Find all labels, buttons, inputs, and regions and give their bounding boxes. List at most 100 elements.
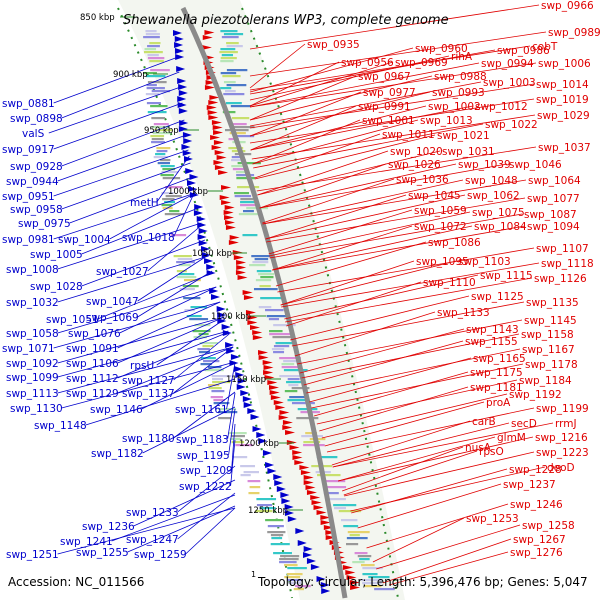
gene-label-left: swp_1255 [76, 547, 129, 559]
track-boundary-outer [241, 7, 399, 599]
gene-label-right: swp_1011 [382, 129, 435, 141]
gene-label-right: swp_1223 [536, 447, 589, 459]
gene-label-right: swp_1022 [485, 119, 538, 131]
gene-label-right: swp_1045 [408, 190, 461, 202]
genome-summary: Topology: circular; Length: 5,396,476 bp… [257, 575, 588, 589]
gene-label-left: swp_0917 [2, 144, 55, 156]
gene-label-left: swp_1099 [6, 372, 59, 384]
feature-track-band [118, 0, 405, 600]
gene-label-right: swp_0988 [434, 71, 487, 83]
gene-label-left: swp_1148 [34, 420, 87, 432]
gene-label-left: swp_1051 [46, 314, 99, 326]
gene-label-right: swp_1031 [442, 146, 495, 158]
gene-label-right: swp_1133 [437, 307, 490, 319]
gene-label-left: swp_1032 [6, 297, 59, 309]
gene-label-left: swp_1058 [6, 328, 59, 340]
gene-label-left: swp_1005 [30, 249, 83, 261]
gene-label-left: swp_0958 [10, 204, 63, 216]
gene-label-right: swp_1087 [524, 209, 577, 221]
gene-label-left: swp_1076 [68, 328, 121, 340]
gene-label-left: swp_0975 [18, 218, 71, 230]
right-gene-labels: swp_0966 swp_0989 swp_0935 swp_0960 cobT rihA… [307, 0, 600, 559]
gene-label-left: swp_1137 [122, 388, 175, 400]
gene-label-right: swp_0989 [548, 27, 600, 39]
gene-label-right: carB [472, 416, 496, 428]
kbp-tick-label: 950 kbp [144, 126, 179, 136]
gene-label-right: rpsO [479, 446, 504, 458]
gene-label-right: glmM [497, 432, 526, 444]
gene-label-left: swp_1004 [58, 234, 111, 246]
gene-label-left: swp_1112 [66, 373, 119, 385]
gene-label-right: nusA [465, 442, 492, 454]
gene-label-left: rpsU [130, 360, 154, 372]
gene-label-left: swp_1251 [6, 549, 59, 561]
gene-label-left: swp_0951 [2, 191, 55, 203]
gene-label-right: swp_1072 [414, 221, 467, 233]
gene-label-left: swp_1028 [30, 281, 83, 293]
gene-label-right: swp_1014 [536, 79, 589, 91]
gene-label-left: swp_1161 [175, 404, 228, 416]
gene-label-right: swp_0967 [358, 71, 411, 83]
gene-label-right: swp_1267 [513, 534, 566, 546]
gene-label-right: swp_1107 [536, 243, 589, 255]
gene-label-left: swp_0944 [6, 176, 59, 188]
gene-label-right: swp_1021 [437, 130, 490, 142]
gene-label-left: swp_1071 [2, 343, 55, 355]
gene-label-right: swp_1143 [466, 324, 519, 336]
gene-label-right: swp_1178 [525, 359, 578, 371]
gene-label-right: swp_0993 [432, 87, 485, 99]
accession-label: Accession: NC_011566 [8, 575, 144, 589]
gene-label-right: swp_1013 [420, 115, 473, 127]
gene-label-left: swp_1180 [122, 433, 175, 445]
gene-label-right: swp_1039 [458, 159, 511, 171]
gene-label-right: deoD [547, 462, 575, 474]
gene-label-right: swp_1125 [471, 291, 524, 303]
gene-label-right: swp_0994 [481, 58, 534, 70]
kbp-tick-label: 1250 kbp [248, 506, 288, 516]
gene-label-right: swp_0969 [395, 57, 448, 69]
gene-label-left: swp_1008 [6, 264, 59, 276]
genome-title: Shewanella piezotolerans WP3, complete g… [123, 13, 449, 28]
gene-label-right: swp_1115 [480, 270, 533, 282]
gene-label-right: swp_1118 [541, 258, 594, 270]
gene-label-right: swp_1228 [509, 464, 562, 476]
gene-label-left: swp_1069 [86, 312, 139, 324]
gene-label-left: swp_1129 [66, 388, 119, 400]
left-connector-lines [48, 56, 236, 555]
gene-label-right: swp_1276 [510, 547, 563, 559]
gene-label-right: swp_1036 [396, 174, 449, 186]
gene-label-right: swp_1003 [483, 77, 536, 89]
gene-label-right: swp_1184 [519, 375, 572, 387]
gene-label-left: swp_1209 [180, 465, 233, 477]
gene-label-right: swp_1084 [474, 221, 527, 233]
kbp-tick-label: 1200 kbp [239, 439, 279, 449]
gene-label-right: swp_1064 [528, 175, 581, 187]
gene-label-right: swp_1037 [538, 142, 591, 154]
gene-label-right: swp_1192 [509, 389, 562, 401]
track-boundary-inner [117, 7, 293, 599]
gene-label-right: swp_1019 [536, 94, 589, 106]
gene-label-right: swp_0960 [415, 43, 468, 55]
gene-label-left: swp_1018 [122, 232, 175, 244]
gene-label-right: swp_1077 [527, 193, 580, 205]
gene-label-right: swp_1199 [536, 403, 589, 415]
gene-label-right: swp_1175 [470, 367, 523, 379]
gene-label-right: swp_1126 [534, 273, 587, 285]
gene-label-left: swp_1106 [66, 358, 119, 370]
gene-label-right: proA [486, 397, 511, 409]
gene-label-right: swp_1246 [510, 499, 563, 511]
gene-label-right: swp_0966 [541, 0, 594, 12]
gene-label-right: swp_1135 [526, 297, 579, 309]
gene-label-right: swp_1258 [522, 520, 575, 532]
gene-label-right: swp_1001 [362, 115, 415, 127]
gene-label-left: swp_0898 [10, 113, 63, 125]
gene-label-left: swp_1195 [177, 450, 230, 462]
gene-label-right: swp_1002 [428, 101, 481, 113]
left-gene-labels: swp_0881 swp_0898 valS swp_0917 swp_0928 swp_… [2, 98, 233, 561]
gene-label-left: swp_1027 [96, 266, 149, 278]
gene-label-right: swp_1046 [509, 159, 562, 171]
gene-label-right: cobT [532, 41, 558, 53]
gene-label-left: swp_1247 [126, 534, 179, 546]
gene-label-right: swp_1253 [466, 513, 519, 525]
kbp-tick-label: 1150 kbp [226, 375, 266, 385]
